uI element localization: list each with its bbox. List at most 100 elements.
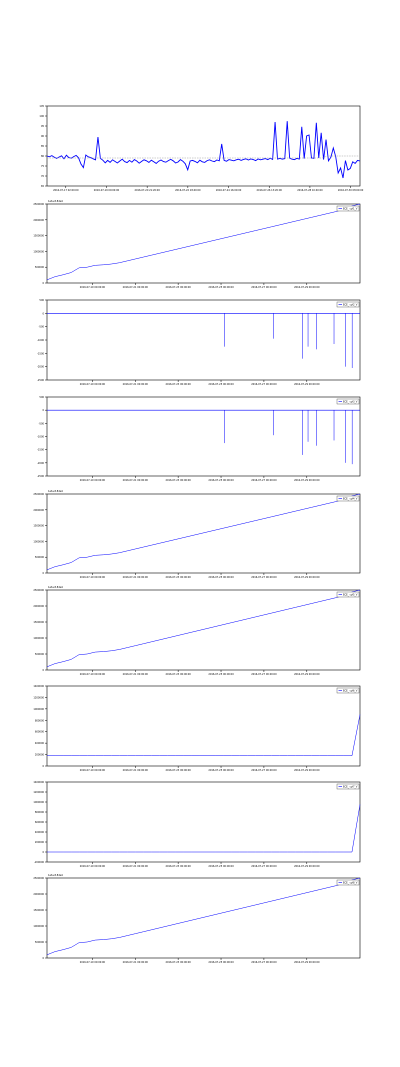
chart-panel-6: 0 500000 1000000 1500000 2000000 2500000 2016-… <box>33 586 361 676</box>
plot-frame <box>46 589 361 671</box>
x-tick-label: 2016-07-21 00:00:00 <box>123 576 149 579</box>
legend: ECE_ cyl3_V <box>336 398 360 405</box>
y-tick-label: 500000 <box>35 556 45 559</box>
y-tick-label: 90 <box>41 135 45 138</box>
y-tick-label: 1500000 <box>33 909 44 912</box>
y-tick-label: 2000000 <box>33 509 44 512</box>
axis-offset-label: 1e6+8.84e4 <box>48 586 63 589</box>
y-tick-label: 2500000 <box>33 203 44 206</box>
y-tick-label: 105 <box>39 105 44 108</box>
y-tick-label: 1500000 <box>33 525 44 528</box>
chart-panel-5: 0 500000 1000000 1500000 2000000 2500000 2016-… <box>33 490 361 579</box>
x-tick-label: 2016-07-23 00:00:00 <box>165 576 191 579</box>
x-tick-label: 2016-07-21 00:00:00 <box>123 865 149 868</box>
plot-frame <box>46 299 361 381</box>
y-tick-label: 200000 <box>35 754 45 757</box>
x-tick-label: 2016-07-20 21:20:00 <box>134 189 160 192</box>
x-tick-label: 2016-07-21 00:00:00 <box>123 383 149 386</box>
series-line-1 <box>46 589 361 668</box>
y-tick-label: 2500000 <box>33 877 44 880</box>
legend-label: ECE_ cyl8_V <box>343 881 358 884</box>
legend-label: ECE_ cyl1_V <box>343 207 358 210</box>
y-tick-label: 2500000 <box>33 589 44 592</box>
x-tick-label: 2016-07-21 00:00:00 <box>123 961 149 964</box>
axis-offset-label: 1e6+8.84e4 <box>48 490 63 493</box>
chart-panel-8: -200000 0 200000 400000 600000 800000 1000000 1… <box>33 781 361 868</box>
y-tick-label: 600000 <box>35 821 45 824</box>
legend: ECE_ cyl7_V <box>336 783 360 790</box>
x-tick-label: 2016-07-27 00:00:00 <box>251 479 277 482</box>
x-tick-label: 2016-07-23 00:00:00 <box>165 479 191 482</box>
y-tick-label: 2000000 <box>33 893 44 896</box>
x-tick-label: 2016-07-27 00:00:00 <box>251 961 277 964</box>
x-tick-label: 2016-07-27 00:00:00 <box>251 865 277 868</box>
x-tick-label: 2016-07-19 00:00:00 <box>80 865 106 868</box>
y-tick-label: 800000 <box>35 719 45 722</box>
axis-offset-label: 1e6+8.84e4 <box>48 200 63 203</box>
plot-frame <box>46 203 361 284</box>
legend: ECE_ cyl5_V <box>336 591 360 598</box>
chart-panel-4: -2500 -2000 -1500 -1000 -500 0 500 2016-07-19 0… <box>37 396 361 482</box>
x-tick-label: 2016-07-25 00:00:00 <box>208 383 234 386</box>
y-tick-label: 2500000 <box>33 493 44 496</box>
x-tick-label: 2016-07-29 00:00:00 <box>294 673 320 676</box>
legend: ECE_ cyl8_V <box>336 879 360 886</box>
legend-label: ECE_ cyl6_V <box>343 689 358 692</box>
plot-frame <box>46 105 361 187</box>
x-tick-label: 2016-07-23 00:00:00 <box>165 961 191 964</box>
y-tick-label: 0 <box>42 282 44 285</box>
plot-frame <box>46 493 361 574</box>
y-tick-label: 0 <box>42 312 44 315</box>
y-tick-label: 1200000 <box>33 791 44 794</box>
legend: ECE_ cyl4_V <box>336 495 360 502</box>
y-tick-label: -1000 <box>37 436 44 439</box>
legend-box <box>336 205 360 212</box>
y-tick-label: 400000 <box>35 742 45 745</box>
y-tick-label: 1400000 <box>33 685 44 688</box>
chart-panel-3: -2500 -2000 -1500 -1000 -500 0 500 2016-07-19 0… <box>37 299 361 386</box>
x-tick-label: 2016-07-29 00:00:00 <box>294 865 320 868</box>
y-tick-label: 75 <box>41 165 45 168</box>
series-line-1 <box>47 714 361 756</box>
y-tick-label: -500 <box>39 326 45 329</box>
x-tick-label: 2016-07-27 00:00:00 <box>251 286 277 289</box>
y-tick-label: -2500 <box>37 379 44 382</box>
legend-box <box>336 591 360 598</box>
series-line-1 <box>46 493 361 571</box>
x-tick-label: 2016-07-27 00:00:00 <box>251 769 277 772</box>
legend-label: ECE_ cyl7_V <box>343 785 358 788</box>
y-tick-label: 1000000 <box>33 637 44 640</box>
x-tick-label: 2016-07-21 00:00:00 <box>123 286 149 289</box>
y-tick-label: 1000000 <box>33 708 44 711</box>
legend: ECE_ cyl2_V <box>336 301 360 308</box>
y-tick-label: -1000 <box>37 339 44 342</box>
x-tick-label: 2016-07-19 00:00:00 <box>94 189 120 192</box>
y-tick-label: 1500000 <box>33 235 44 238</box>
y-tick-label: 400000 <box>35 831 45 834</box>
y-tick-label: 1400000 <box>33 781 44 784</box>
x-tick-label: 2016-07-29 00:00:00 <box>294 479 320 482</box>
x-tick-label: 2016-07-19 00:00:00 <box>80 673 106 676</box>
y-tick-label: 2000000 <box>33 605 44 608</box>
y-tick-label: 0 <box>42 957 44 960</box>
x-tick-label: 2016-07-19 00:00:00 <box>80 769 106 772</box>
axis-offset-label: 1e6+8.84e4 <box>48 874 63 877</box>
y-tick-label: 85 <box>41 145 45 148</box>
y-tick-label: 65 <box>41 185 45 188</box>
y-tick-label: -500 <box>39 422 45 425</box>
x-tick-label: 2016-07-21 00:00:00 <box>123 673 149 676</box>
x-tick-label: 2016-07-19 00:00:00 <box>80 479 106 482</box>
x-tick-label: 2016-07-27 00:00:00 <box>251 383 277 386</box>
x-tick-label: 2016-07-23 00:00:00 <box>165 769 191 772</box>
x-tick-label: 2016-07-25 00:00:00 <box>208 286 234 289</box>
x-tick-label: 2016-07-19 00:00:00 <box>80 286 106 289</box>
x-tick-label: 2016-07-28 10:40:00 <box>297 189 323 192</box>
legend-label: ECE_ cyl2_V <box>343 303 358 306</box>
y-tick-label: 500 <box>39 396 44 399</box>
x-tick-label: 2016-07-25 00:00:00 <box>208 865 234 868</box>
legend-label: ECE_ cyl5_V <box>343 593 358 596</box>
plot-frame <box>46 877 361 959</box>
y-tick-label: 1200000 <box>33 696 44 699</box>
y-tick-label: 1000000 <box>33 925 44 928</box>
legend-box <box>336 687 360 694</box>
